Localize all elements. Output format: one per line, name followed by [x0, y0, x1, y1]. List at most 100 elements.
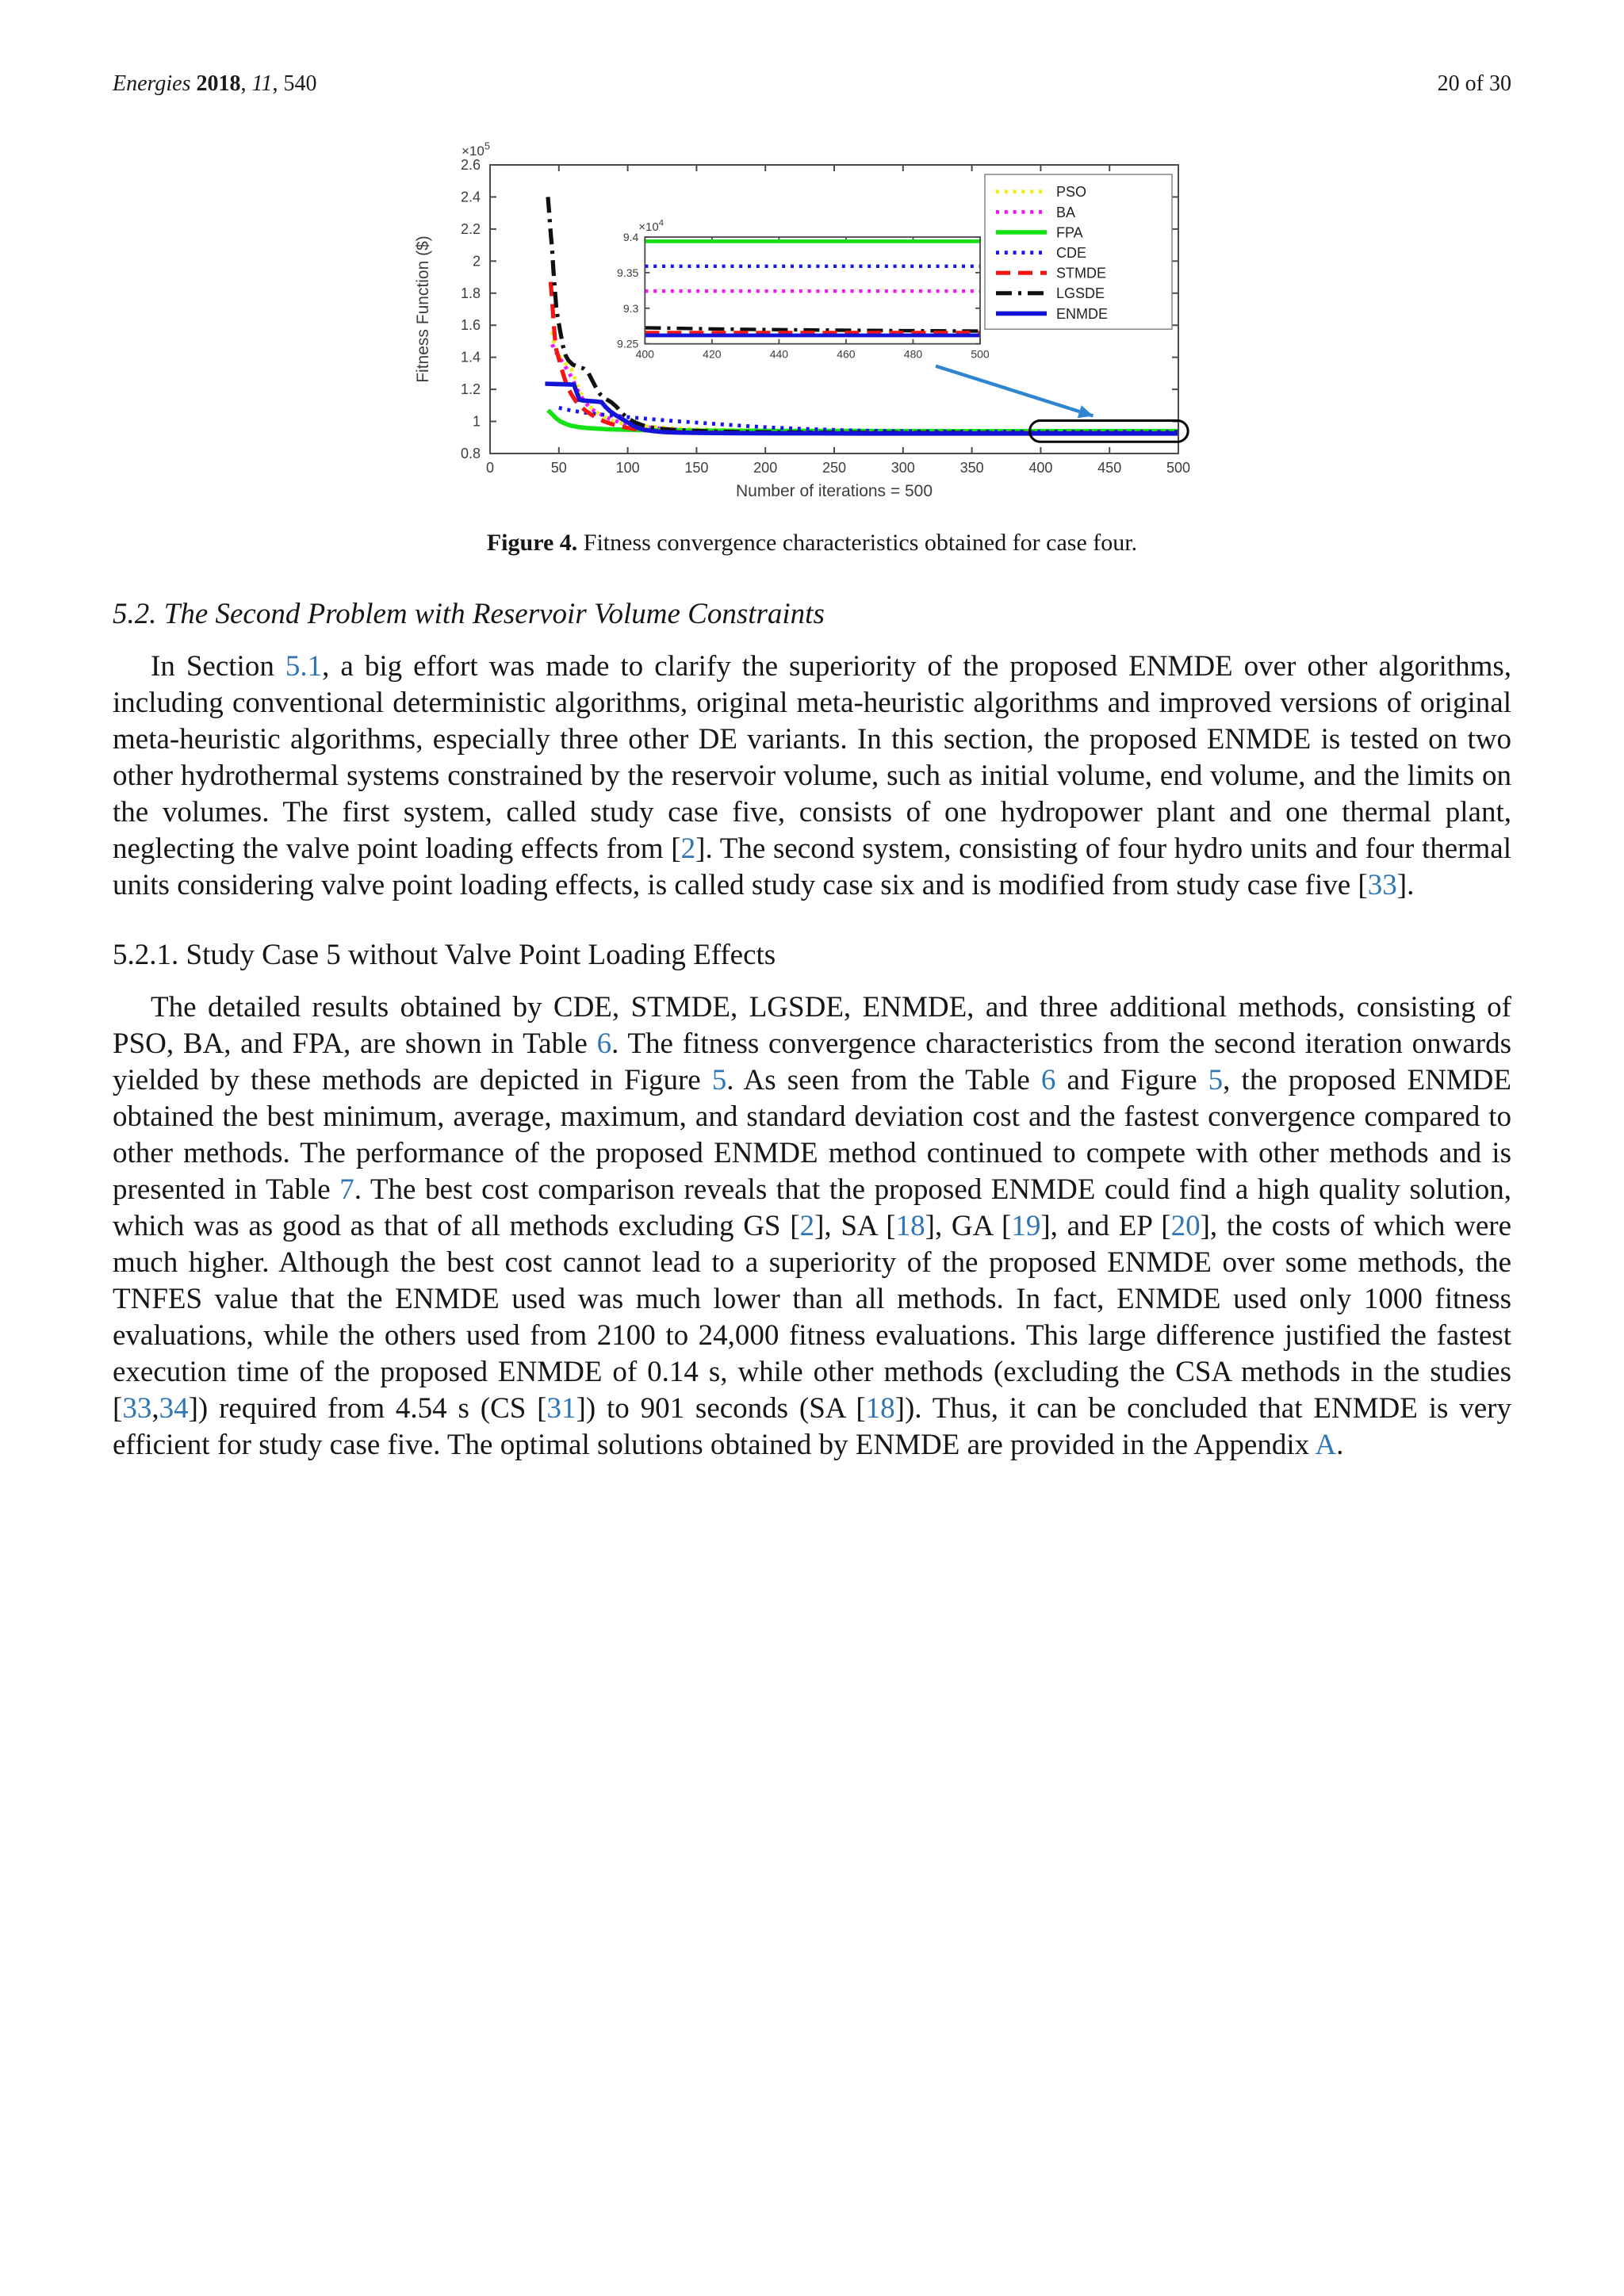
svg-text:250: 250: [822, 460, 846, 476]
svg-text:450: 450: [1097, 460, 1121, 476]
paragraph-2: The detailed results obtained by CDE, ST…: [113, 991, 1511, 1465]
section-5-2-heading: 5.2. The Second Problem with Reservoir V…: [113, 599, 825, 631]
citation-link[interactable]: 2: [799, 1211, 815, 1243]
text-segment: ,: [151, 1394, 159, 1425]
series-ENMDE: [545, 381, 1178, 436]
text-segment: ], and EP [: [1040, 1211, 1171, 1243]
text-segment: and Figure: [1055, 1066, 1208, 1097]
text-segment: . The fitness convergence characteristic…: [113, 1029, 1511, 1097]
svg-text:2: 2: [473, 253, 481, 269]
svg-text:400: 400: [1028, 460, 1052, 476]
series-STMDE: [548, 281, 1178, 435]
text-segment: ], SA [: [814, 1211, 896, 1243]
fitness-convergence-chart: 0 50 100 150 200 250 300 350 400 450 500 0.8 1 1.2 1.4…: [414, 140, 1190, 500]
x-axis-label: Number of iterations = 500: [736, 482, 933, 500]
inset-series-LGSDE: [645, 326, 981, 333]
citation-link[interactable]: A: [1315, 1430, 1337, 1462]
text-segment: 11: [251, 73, 273, 97]
text-segment: ]). Thus, it can be concluded that ENMDE…: [113, 1394, 1511, 1462]
svg-text:0.8: 0.8: [461, 446, 481, 461]
text-segment: ,: [240, 73, 252, 97]
text-segment: ], the costs of which were much higher. …: [113, 1211, 1512, 1425]
citation-link[interactable]: 6: [596, 1029, 612, 1061]
text-segment: . As seen from the Table: [726, 1066, 1041, 1097]
text-segment: ]. The second system, consisting of four…: [113, 834, 1511, 902]
zoom-region-box: [1028, 419, 1189, 443]
citation-link[interactable]: 34: [159, 1394, 189, 1425]
text-segment: . The best cost comparison reveals that …: [113, 1175, 1511, 1243]
text-segment: , the proposed ENMDE obtained the best m…: [113, 1066, 1512, 1207]
svg-text:2.2: 2.2: [461, 221, 481, 237]
svg-text:1.2: 1.2: [461, 381, 481, 397]
svg-text:9.35: 9.35: [617, 266, 638, 279]
y-axis-label: Fitness Function ($): [414, 235, 432, 383]
series-LGSDE: [546, 197, 1178, 435]
svg-text:400: 400: [636, 348, 655, 361]
text-segment: , 540: [272, 73, 317, 97]
legend-label-STMDE: STMDE: [1056, 266, 1106, 281]
svg-text:2.4: 2.4: [461, 189, 481, 205]
text-segment: In Section: [151, 652, 285, 683]
svg-text:1.8: 1.8: [461, 285, 481, 301]
citation-link[interactable]: 18: [895, 1211, 925, 1243]
citation-link[interactable]: 7: [339, 1175, 354, 1207]
zoom-arrow-head: [1077, 405, 1094, 419]
page-number: 20 of 30: [1437, 73, 1511, 97]
svg-text:9.25: 9.25: [617, 338, 638, 350]
svg-text:350: 350: [960, 460, 984, 476]
legend-label-ENMDE: ENMDE: [1056, 306, 1108, 322]
citation-link[interactable]: 18: [865, 1394, 895, 1425]
figure-4: 0 50 100 150 200 250 300 350 400 450 500 0.8 1 1.2 1.4…: [113, 136, 1511, 558]
citation-link[interactable]: 19: [1011, 1211, 1041, 1243]
text-segment: Energies: [113, 73, 197, 97]
svg-text:2.6: 2.6: [461, 157, 481, 173]
inset-plot: 400 420 440 460 480 500 9.25 9.3 9.35 9.4: [617, 231, 990, 361]
text-segment: ].: [1396, 871, 1415, 902]
citation-link[interactable]: 5: [711, 1066, 727, 1097]
text-segment: ]) required from 4.54 s (CS [: [188, 1394, 547, 1425]
svg-text:500: 500: [1166, 460, 1190, 476]
citation-link[interactable]: 31: [546, 1394, 576, 1425]
svg-text:1.6: 1.6: [461, 317, 481, 333]
svg-text:100: 100: [616, 460, 640, 476]
legend-label-LGSDE: LGSDE: [1056, 285, 1105, 301]
legend-label-FPA: FPA: [1056, 224, 1083, 240]
svg-text:9.4: 9.4: [623, 231, 639, 243]
figure-caption-label: Figure 4.: [486, 531, 578, 557]
text-segment: 2018: [196, 73, 241, 97]
citation-link[interactable]: 20: [1170, 1211, 1201, 1243]
zoom-arrow: [935, 364, 1094, 418]
section-5-2-1-heading: 5.2.1. Study Case 5 without Valve Point …: [113, 940, 776, 972]
citation-link[interactable]: 2: [680, 834, 696, 866]
paragraph-1: In Section 5.1, a big effort was made to…: [113, 650, 1511, 905]
svg-text:1.4: 1.4: [461, 350, 481, 365]
svg-text:300: 300: [891, 460, 915, 476]
svg-text:420: 420: [703, 348, 722, 361]
svg-text:×105: ×105: [462, 140, 490, 159]
svg-text:9.3: 9.3: [623, 302, 639, 315]
svg-text:500: 500: [971, 348, 990, 361]
chart-legend: PSO BA FPA CDE STMDE LGSDE ENMDE: [984, 174, 1173, 330]
citation-link[interactable]: 5: [1208, 1066, 1224, 1097]
citation-link[interactable]: 6: [1040, 1066, 1056, 1097]
figure-caption-text: Fitness convergence characteristics obta…: [577, 531, 1138, 557]
citation-link[interactable]: 5.1: [285, 652, 323, 683]
text-segment: The detailed results obtained by CDE, ST…: [113, 993, 1511, 1061]
journal-citation: Energies 2018, 11, 540: [113, 73, 316, 98]
svg-text:50: 50: [551, 460, 567, 476]
text-segment: ]) to 901 seconds (SA [: [576, 1394, 866, 1425]
legend-label-BA: BA: [1056, 205, 1075, 220]
citation-link[interactable]: 33: [122, 1394, 152, 1425]
svg-text:×104: ×104: [638, 218, 664, 234]
svg-text:1: 1: [473, 414, 481, 430]
svg-text:480: 480: [904, 348, 923, 361]
text-segment: .: [1336, 1430, 1344, 1462]
text-segment: ], GA [: [925, 1211, 1012, 1243]
svg-text:440: 440: [770, 348, 789, 361]
chart-series: [545, 197, 1178, 436]
citation-link[interactable]: 33: [1367, 871, 1397, 902]
svg-text:460: 460: [837, 348, 856, 361]
page-header: Energies 2018, 11, 540 20 of 30: [113, 73, 1511, 98]
